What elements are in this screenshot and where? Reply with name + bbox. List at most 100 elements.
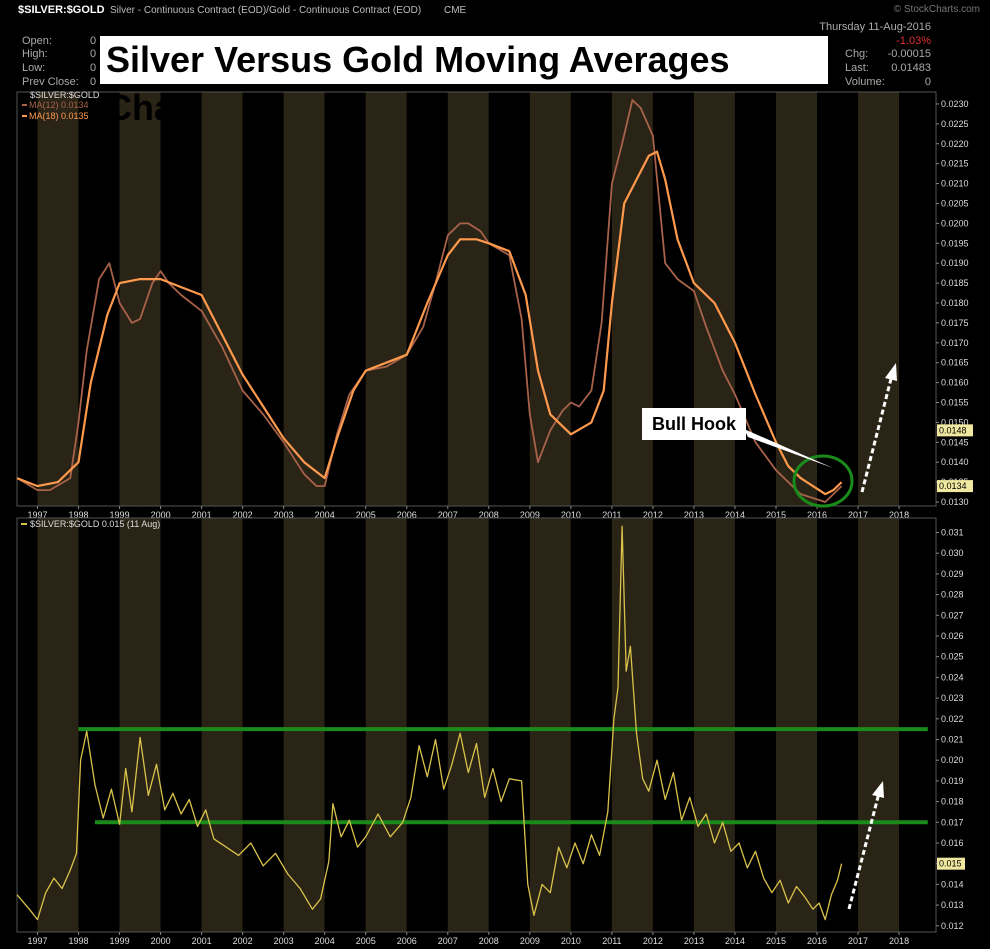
p2-y-tick-label: 0.012 — [941, 921, 964, 931]
p1-y-tick-label: 0.0195 — [941, 238, 969, 248]
p2-x-tick-label: 2017 — [848, 936, 868, 946]
p2-x-tick-label: 2009 — [520, 936, 540, 946]
header-date: Thursday 11-Aug-2016 — [819, 21, 931, 33]
header-description: Silver - Continuous Contract (EOD)/Gold … — [110, 5, 421, 16]
p2-y-tick-label: 0.026 — [941, 631, 964, 641]
p2-y-tick-label: 0.022 — [941, 714, 964, 724]
p1-year-band — [37, 92, 79, 506]
p2-year-band — [775, 518, 818, 932]
p1-year-band — [693, 92, 735, 506]
stat-chg-label: Chg: — [845, 48, 868, 60]
p1-y-tick-label: 0.0205 — [941, 198, 969, 208]
header-change-pct: -1.03% — [896, 35, 931, 47]
stat-open-label: Open: — [22, 35, 52, 47]
p1-y-tick-label: 0.0130 — [941, 497, 969, 507]
price-tag: 0.0148 — [939, 425, 967, 435]
p1-year-band — [447, 92, 489, 506]
p2-y-tick-label: 0.020 — [941, 755, 964, 765]
p2-year-band — [283, 518, 325, 932]
p1-x-tick-label: 2013 — [684, 510, 704, 520]
p1-x-tick-label: 2018 — [889, 510, 909, 520]
p2-y-tick-label: 0.028 — [941, 590, 964, 600]
ma12-line — [16, 99, 843, 503]
stat-last-label: Last: — [845, 62, 869, 74]
bottom-panel-title: $SILVER:$GOLD 0.015 (11 Aug) — [30, 519, 160, 529]
p1-year-band — [858, 92, 900, 506]
bottom-panel-frame — [16, 517, 937, 933]
p1-y-tick-label: 0.0160 — [941, 378, 969, 388]
p1-y-tick-label: 0.0175 — [941, 318, 969, 328]
p1-x-tick-label: 2014 — [725, 510, 745, 520]
p2-x-tick-label: 2011 — [602, 936, 621, 946]
p1-y-tick-label: 0.0225 — [941, 119, 969, 129]
header-exchange: CME — [444, 5, 467, 16]
p2-year-band — [652, 518, 694, 932]
p2-x-tick-label: 2014 — [725, 936, 745, 946]
stat-high-label: High: — [22, 48, 48, 60]
p2-x-tick-label: 1998 — [69, 936, 89, 946]
p1-x-tick-label: 2004 — [315, 510, 335, 520]
price-tag-bg — [937, 424, 973, 437]
top-panel-frame — [16, 91, 937, 507]
p2-x-tick-label: 2007 — [438, 936, 458, 946]
p2-year-band — [201, 518, 243, 932]
p1-x-tick-label: 1999 — [110, 510, 130, 520]
p2-x-tick-label: 2010 — [561, 936, 581, 946]
p2-year-band — [447, 518, 489, 932]
p2-x-tick-label: 2008 — [479, 936, 499, 946]
p2-year-band — [611, 518, 653, 932]
p1-year-band — [201, 92, 243, 506]
p1-y-tick-label: 0.0200 — [941, 218, 969, 228]
p2-y-tick-label: 0.029 — [941, 569, 964, 579]
p1-x-tick-label: 2008 — [479, 510, 499, 520]
p1-year-band — [775, 92, 818, 506]
p1-y-tick-label: 0.0185 — [941, 278, 969, 288]
p1-x-tick-label: 2017 — [848, 510, 868, 520]
p1-year-band — [488, 92, 530, 506]
p1-x-tick-label: 2009 — [520, 510, 540, 520]
p1-y-tick-label: 0.0230 — [941, 99, 969, 109]
p2-y-tick-label: 0.023 — [941, 693, 964, 703]
p2-year-band — [119, 518, 161, 932]
p1-x-tick-label: 2016 — [807, 510, 827, 520]
silver-gold-ratio-line — [16, 525, 843, 921]
p1-x-tick-label: 2011 — [602, 510, 621, 520]
p1-x-tick-label: 2000 — [151, 510, 171, 520]
p2-x-tick-label: 2016 — [807, 936, 827, 946]
p2-x-tick-label: 2002 — [233, 936, 253, 946]
p1-y-tick-label: 0.0170 — [941, 338, 969, 348]
p1-y-tick-label: 0.0220 — [941, 139, 969, 149]
p2-year-band — [858, 518, 900, 932]
p2-x-tick-label: 2015 — [766, 936, 786, 946]
header-symbol: $SILVER:$GOLD — [18, 4, 105, 16]
p1-x-tick-label: 2001 — [192, 510, 212, 520]
p1-year-band — [652, 92, 694, 506]
p1-year-band — [119, 92, 161, 506]
p1-x-tick-label: 2002 — [233, 510, 253, 520]
p2-y-tick-label: 0.030 — [941, 548, 964, 558]
p1-x-tick-label: 2005 — [356, 510, 376, 520]
p2-x-tick-label: 2012 — [643, 936, 663, 946]
p2-x-tick-label: 2004 — [315, 936, 335, 946]
p1-y-tick-label: 0.0215 — [941, 159, 969, 169]
p1-y-tick-label: 0.0150 — [941, 417, 969, 427]
stat-chg-value: -0.00015 — [888, 48, 931, 60]
chart-overlay-title: Silver Versus Gold Moving Averages Chart — [100, 36, 828, 128]
p2-x-tick-label: 2013 — [684, 936, 704, 946]
p2-year-band — [570, 518, 612, 932]
price-tag-bg — [937, 857, 965, 870]
p1-x-tick-label: 2007 — [438, 510, 458, 520]
stat-last-value: 0.01483 — [891, 62, 931, 74]
p2-y-tick-label: 0.018 — [941, 797, 964, 807]
stat-open-value: 0 — [90, 35, 96, 47]
p2-y-tick-label: 0.014 — [941, 879, 964, 889]
p2-year-band — [488, 518, 530, 932]
p1-year-band — [611, 92, 653, 506]
bull-hook-circle — [792, 454, 854, 508]
p1-year-band — [529, 92, 571, 506]
p1-y-tick-label: 0.0190 — [941, 258, 969, 268]
p2-year-band — [529, 518, 571, 932]
p2-y-tick-label: 0.017 — [941, 817, 964, 827]
p2-y-tick-label: 0.031 — [941, 527, 964, 537]
p1-x-tick-label: 2015 — [766, 510, 786, 520]
